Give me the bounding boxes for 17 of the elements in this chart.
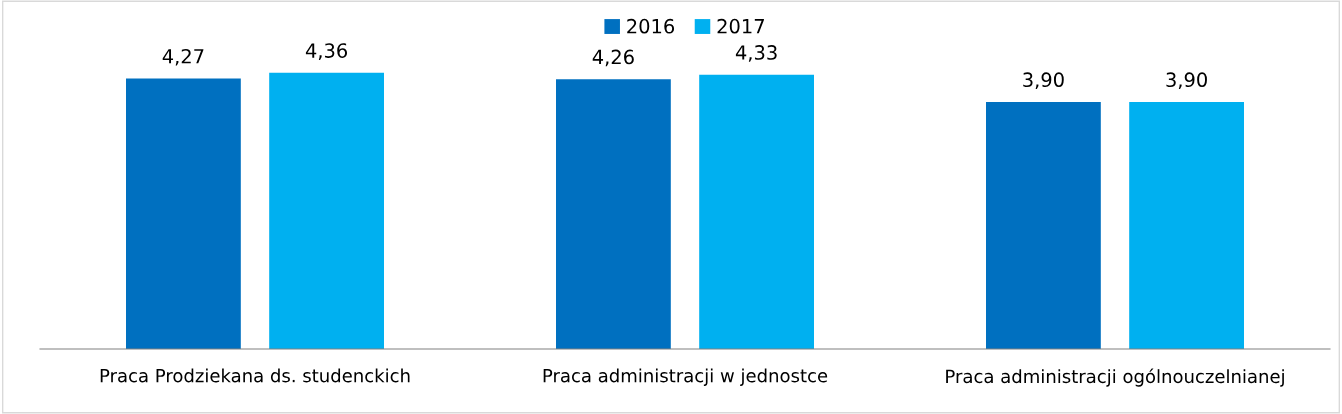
legend-label: 2016 xyxy=(627,18,675,34)
bar xyxy=(1129,101,1244,349)
bar xyxy=(556,79,671,349)
bar xyxy=(269,72,384,349)
data-label: 4,36 xyxy=(305,43,348,60)
bar xyxy=(126,78,241,349)
data-label: 3,90 xyxy=(1023,72,1064,90)
bar xyxy=(699,74,814,349)
x-tick-label: Praca administracji ogólnouczelnianej xyxy=(946,368,1284,387)
data-label: 4,26 xyxy=(592,49,634,67)
data-label: 3,90 xyxy=(1166,72,1207,90)
bar xyxy=(986,101,1101,349)
x-tick-label: Praca administracji w jednostce xyxy=(543,368,828,386)
data-label: 4,33 xyxy=(735,45,777,62)
legend-label: 2017 xyxy=(717,18,764,34)
data-label: 4,27 xyxy=(162,48,204,66)
x-tick-label: Praca Prodziekana ds. studenckich xyxy=(100,368,410,383)
